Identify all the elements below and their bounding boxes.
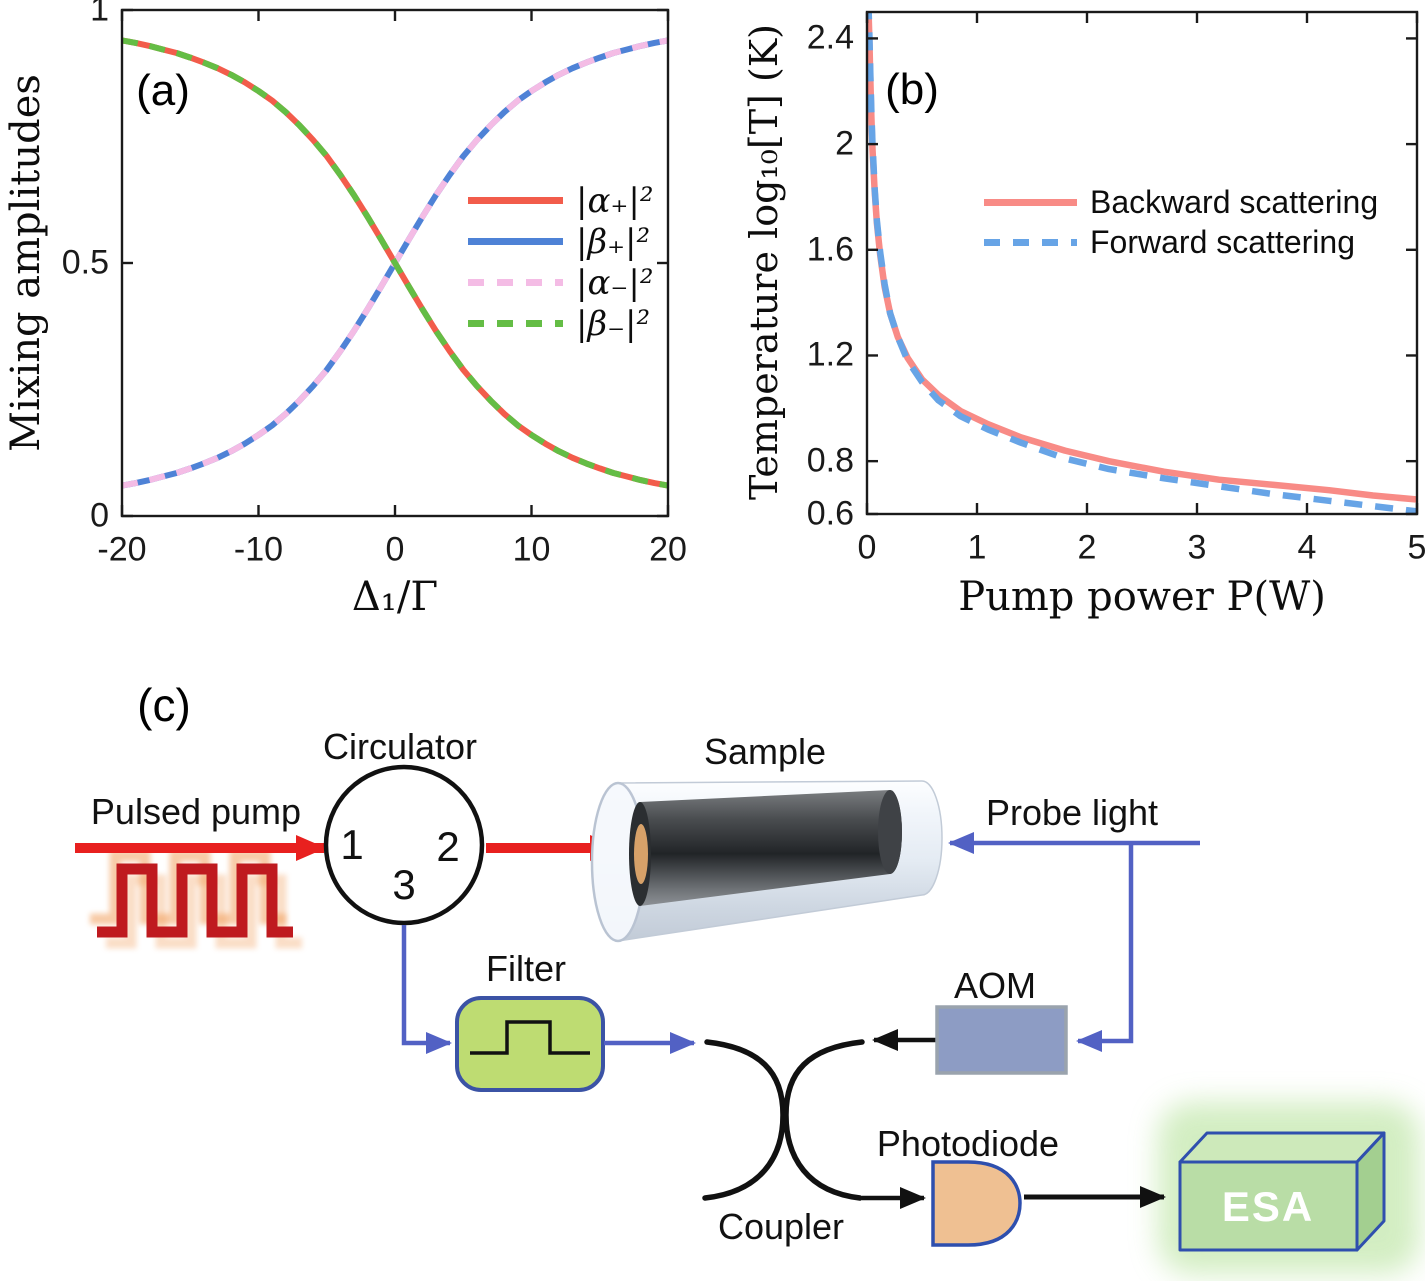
bandpass-icon <box>470 1020 590 1055</box>
y-tick-label: 0 <box>90 496 109 535</box>
circulator-port-1: 1 <box>340 821 363 868</box>
coupler-label: Coupler <box>718 1206 844 1247</box>
y-tick-label: 1.2 <box>806 335 854 374</box>
probe-to-aom-arrow <box>1076 843 1134 1052</box>
aom-label: AOM <box>954 965 1036 1006</box>
esa-box <box>1178 1131 1386 1252</box>
circulator-circle <box>323 764 485 926</box>
panel-a-curves <box>121 37 669 489</box>
legend-row: Backward scattering <box>984 182 1378 222</box>
panel-a-legend: |α₊|² |β₊|² |α₋|² |β₋|² <box>468 180 653 344</box>
y-tick-label: 1.6 <box>806 230 854 269</box>
panel-a-x-axis-label: Δ₁/Γ <box>351 574 439 620</box>
legend-line-beta-plus <box>468 238 563 245</box>
panel-a-y-axis-label: Mixing amplitudes <box>3 74 49 452</box>
aom-box <box>935 1005 1068 1075</box>
panel-b-axes-box <box>865 10 1419 516</box>
panel-c-letter: (c) <box>137 679 191 731</box>
legend-line-forward <box>984 238 1077 246</box>
sample-cylinder <box>590 780 943 943</box>
pulse-waveform-icon <box>90 856 302 943</box>
panel-a-letter: (a) <box>136 66 190 115</box>
panel-b-curves <box>866 11 1418 515</box>
legend-label: Forward scattering <box>1090 223 1355 260</box>
esa-label: ESA <box>1222 1183 1314 1230</box>
legend-row: |α₋|² <box>468 262 653 303</box>
y-tick-label: 2.4 <box>806 18 854 57</box>
x-tick-label: 4 <box>1297 528 1317 567</box>
series-line-|β₋|² <box>121 37 669 489</box>
panel-a-ticks <box>120 8 670 518</box>
x-tick-label: -20 <box>97 530 147 569</box>
legend-label: |β₋|² <box>576 303 651 344</box>
filter-label: Filter <box>486 948 566 989</box>
legend-label: |α₋|² <box>576 262 654 303</box>
photodiode-label: Photodiode <box>877 1123 1059 1164</box>
legend-line-beta-minus <box>468 320 563 327</box>
legend-row: |α₊|² <box>468 180 653 221</box>
legend-row: Forward scattering <box>984 222 1378 262</box>
legend-label: Backward scattering <box>1090 183 1379 220</box>
series-line-Forward scattering <box>866 11 1418 515</box>
photodiode-shape <box>931 1160 1022 1247</box>
x-tick-label: 10 <box>512 530 551 569</box>
legend-line-alpha-minus <box>468 279 563 286</box>
y-tick-label: 2 <box>835 124 854 163</box>
coupler-fibers <box>702 1039 865 1201</box>
circulator-port-2: 2 <box>436 823 459 870</box>
legend-line-alpha-plus <box>468 197 563 204</box>
x-tick-label: 5 <box>1407 528 1425 567</box>
x-tick-label: 2 <box>1077 528 1097 567</box>
filter-box <box>455 996 605 1092</box>
probe-light-label: Probe light <box>986 792 1158 833</box>
panel-b-x-axis-label: Pump power P(W) <box>958 574 1326 620</box>
y-tick-label: 0.8 <box>806 441 854 480</box>
circulator-port-3: 3 <box>392 861 415 908</box>
y-tick-label: 1 <box>90 0 109 29</box>
x-tick-label: 0 <box>385 530 405 569</box>
legend-row: |β₊|² <box>468 221 653 262</box>
panel-b-letter: (b) <box>885 65 939 114</box>
panel-b-y-axis-label: Temperature log₁₀[T] (K) <box>742 24 786 500</box>
x-tick-label: 3 <box>1187 528 1207 567</box>
x-tick-label: 1 <box>967 528 987 567</box>
y-tick-label: 0.6 <box>806 494 854 533</box>
panel-b-legend: Backward scattering Forward scattering <box>984 182 1378 262</box>
y-tick-label: 0.5 <box>61 243 109 282</box>
legend-row: |β₋|² <box>468 303 653 344</box>
sample-label: Sample <box>704 731 826 772</box>
legend-label: |β₊|² <box>576 221 651 262</box>
circulator-label: Circulator <box>323 726 477 767</box>
x-tick-label: 20 <box>649 530 687 569</box>
circulator-to-filter-arrow <box>401 925 452 1054</box>
pulsed-pump-label: Pulsed pump <box>91 791 301 832</box>
legend-line-backward <box>984 198 1077 206</box>
x-tick-label: 0 <box>857 528 877 567</box>
panel-b-ticks <box>865 12 1419 516</box>
x-tick-label: -10 <box>233 530 284 569</box>
legend-label: |α₊|² <box>576 180 654 221</box>
